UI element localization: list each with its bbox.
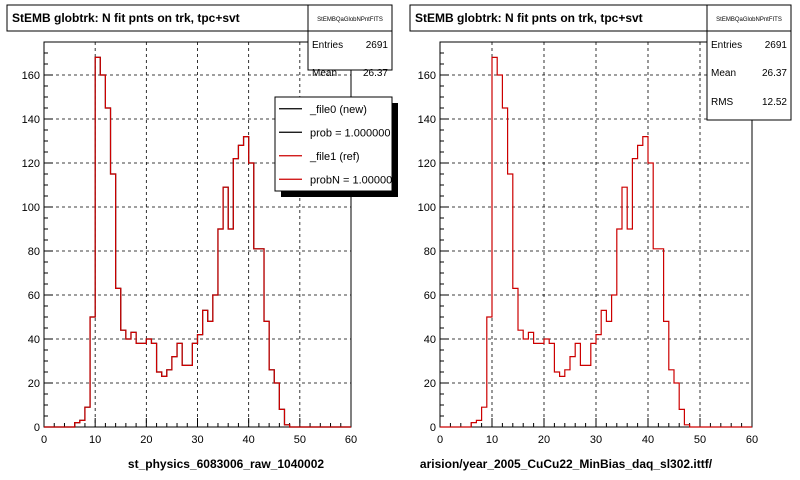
y-tick-label: 140 bbox=[22, 114, 40, 126]
x-tick-label: 40 bbox=[243, 434, 255, 446]
x-tick-label: 0 bbox=[437, 434, 443, 446]
y-tick-label: 0 bbox=[430, 422, 436, 434]
legend-label: prob = 1.000000 bbox=[310, 127, 390, 139]
x-tick-label: 0 bbox=[41, 434, 47, 446]
y-tick-label: 120 bbox=[22, 158, 40, 170]
histogram-series-2 bbox=[44, 56, 351, 428]
histogram-panel-2: 0 10 20 30 40 50 60 0 20 40 60 80 100 120 140 160 StEMB … bbox=[409, 4, 792, 471]
y-tick-label: 0 bbox=[34, 422, 40, 434]
y-tick-label: 80 bbox=[424, 246, 436, 258]
x-axis-label: arision/year_2005_CuCu22_MinBias_daq_sl3… bbox=[420, 457, 713, 471]
histogram-panel-1: 0 10 20 30 40 50 60 0 20 40 60 80 100 120 140 160 StEMB … bbox=[6, 4, 398, 471]
y-tick-label: 60 bbox=[424, 290, 436, 302]
stats-header: StEMBQaGlobNPntFITS bbox=[716, 17, 782, 23]
y-tick-label: 60 bbox=[28, 290, 40, 302]
stats-header: StEMBQaGlobNPntFITS bbox=[317, 17, 383, 23]
legend-box bbox=[274, 96, 393, 192]
y-tick-label: 140 bbox=[418, 114, 436, 126]
stats-label: Mean bbox=[711, 68, 736, 79]
stats-value: 2691 bbox=[366, 40, 389, 51]
y-tick-label: 40 bbox=[28, 334, 40, 346]
legend-label: _file1 (ref) bbox=[309, 151, 360, 163]
x-tick-label: 40 bbox=[642, 434, 654, 446]
stats-value: 2691 bbox=[765, 40, 788, 51]
stats-label: Entries bbox=[711, 40, 742, 51]
y-tick-label: 100 bbox=[418, 202, 436, 214]
chart-title: StEMB globtrk: N fit pnts on trk, tpc+sv… bbox=[415, 11, 643, 25]
x-tick-label: 20 bbox=[538, 434, 550, 446]
stats-value: 26.37 bbox=[762, 68, 787, 79]
histogram-series-1 bbox=[440, 56, 752, 428]
x-axis-label: st_physics_6083006_raw_1040002 bbox=[128, 457, 324, 471]
x-tick-label: 10 bbox=[89, 434, 101, 446]
y-tick-label: 80 bbox=[28, 246, 40, 258]
y-tick-label: 160 bbox=[22, 70, 40, 82]
x-tick-label: 10 bbox=[486, 434, 498, 446]
stats-label: RMS bbox=[711, 97, 734, 108]
x-tick-label: 50 bbox=[294, 434, 306, 446]
legend-label: probN = 1.000000 bbox=[310, 174, 398, 186]
y-tick-label: 20 bbox=[28, 378, 40, 390]
y-tick-label: 160 bbox=[418, 70, 436, 82]
x-tick-label: 30 bbox=[191, 434, 203, 446]
x-tick-label: 60 bbox=[345, 434, 357, 446]
chart-title: StEMB globtrk: N fit pnts on trk, tpc+sv… bbox=[12, 11, 240, 25]
y-tick-label: 20 bbox=[424, 378, 436, 390]
stats-value: 26.37 bbox=[363, 68, 388, 79]
x-tick-label: 20 bbox=[140, 434, 152, 446]
stats-label: Mean bbox=[312, 68, 337, 79]
stats-label: Entries bbox=[312, 40, 343, 51]
title-box bbox=[6, 4, 311, 32]
x-tick-label: 50 bbox=[694, 434, 706, 446]
x-tick-label: 60 bbox=[746, 434, 758, 446]
stats-box bbox=[706, 4, 792, 121]
x-tick-label: 30 bbox=[590, 434, 602, 446]
stats-box bbox=[307, 4, 393, 71]
stats-value: 12.52 bbox=[762, 97, 787, 108]
y-tick-label: 40 bbox=[424, 334, 436, 346]
y-tick-label: 120 bbox=[418, 158, 436, 170]
y-tick-label: 100 bbox=[22, 202, 40, 214]
legend-label: _file0 (new) bbox=[309, 104, 367, 116]
